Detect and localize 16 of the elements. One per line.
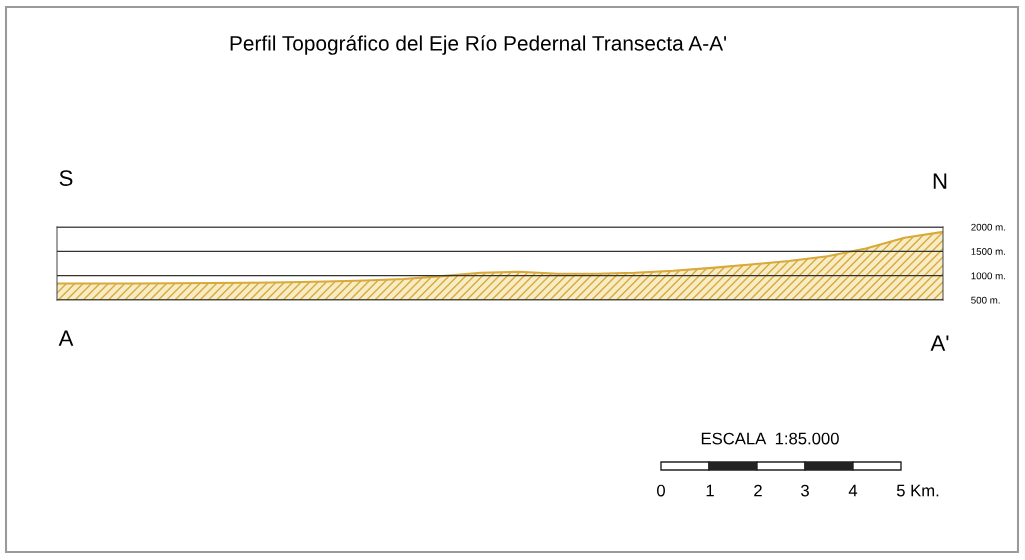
text: A': [930, 335, 949, 351]
text: 2: [754, 484, 762, 497]
text: 0: [657, 484, 665, 497]
chart-title: Perfil Topográfico del Eje Río Pedernal Transecta A-A': [230, 35, 727, 55]
text: 3: [801, 484, 809, 497]
text: ESCALA 1:85.000: [701, 432, 839, 445]
y-tick-label: 1000 m.: [971, 272, 1006, 280]
text: N: [933, 173, 947, 189]
text: 1: [706, 484, 714, 497]
text: A: [58, 330, 74, 346]
y-tick-label: 1500 m.: [971, 248, 1006, 255]
text: 4: [848, 484, 858, 497]
y-tick-label: 2000 m.: [971, 223, 1006, 231]
text: S: [59, 170, 73, 186]
text: 5 Km.: [896, 484, 939, 497]
y-tick-label: 500 m.: [971, 296, 1000, 304]
